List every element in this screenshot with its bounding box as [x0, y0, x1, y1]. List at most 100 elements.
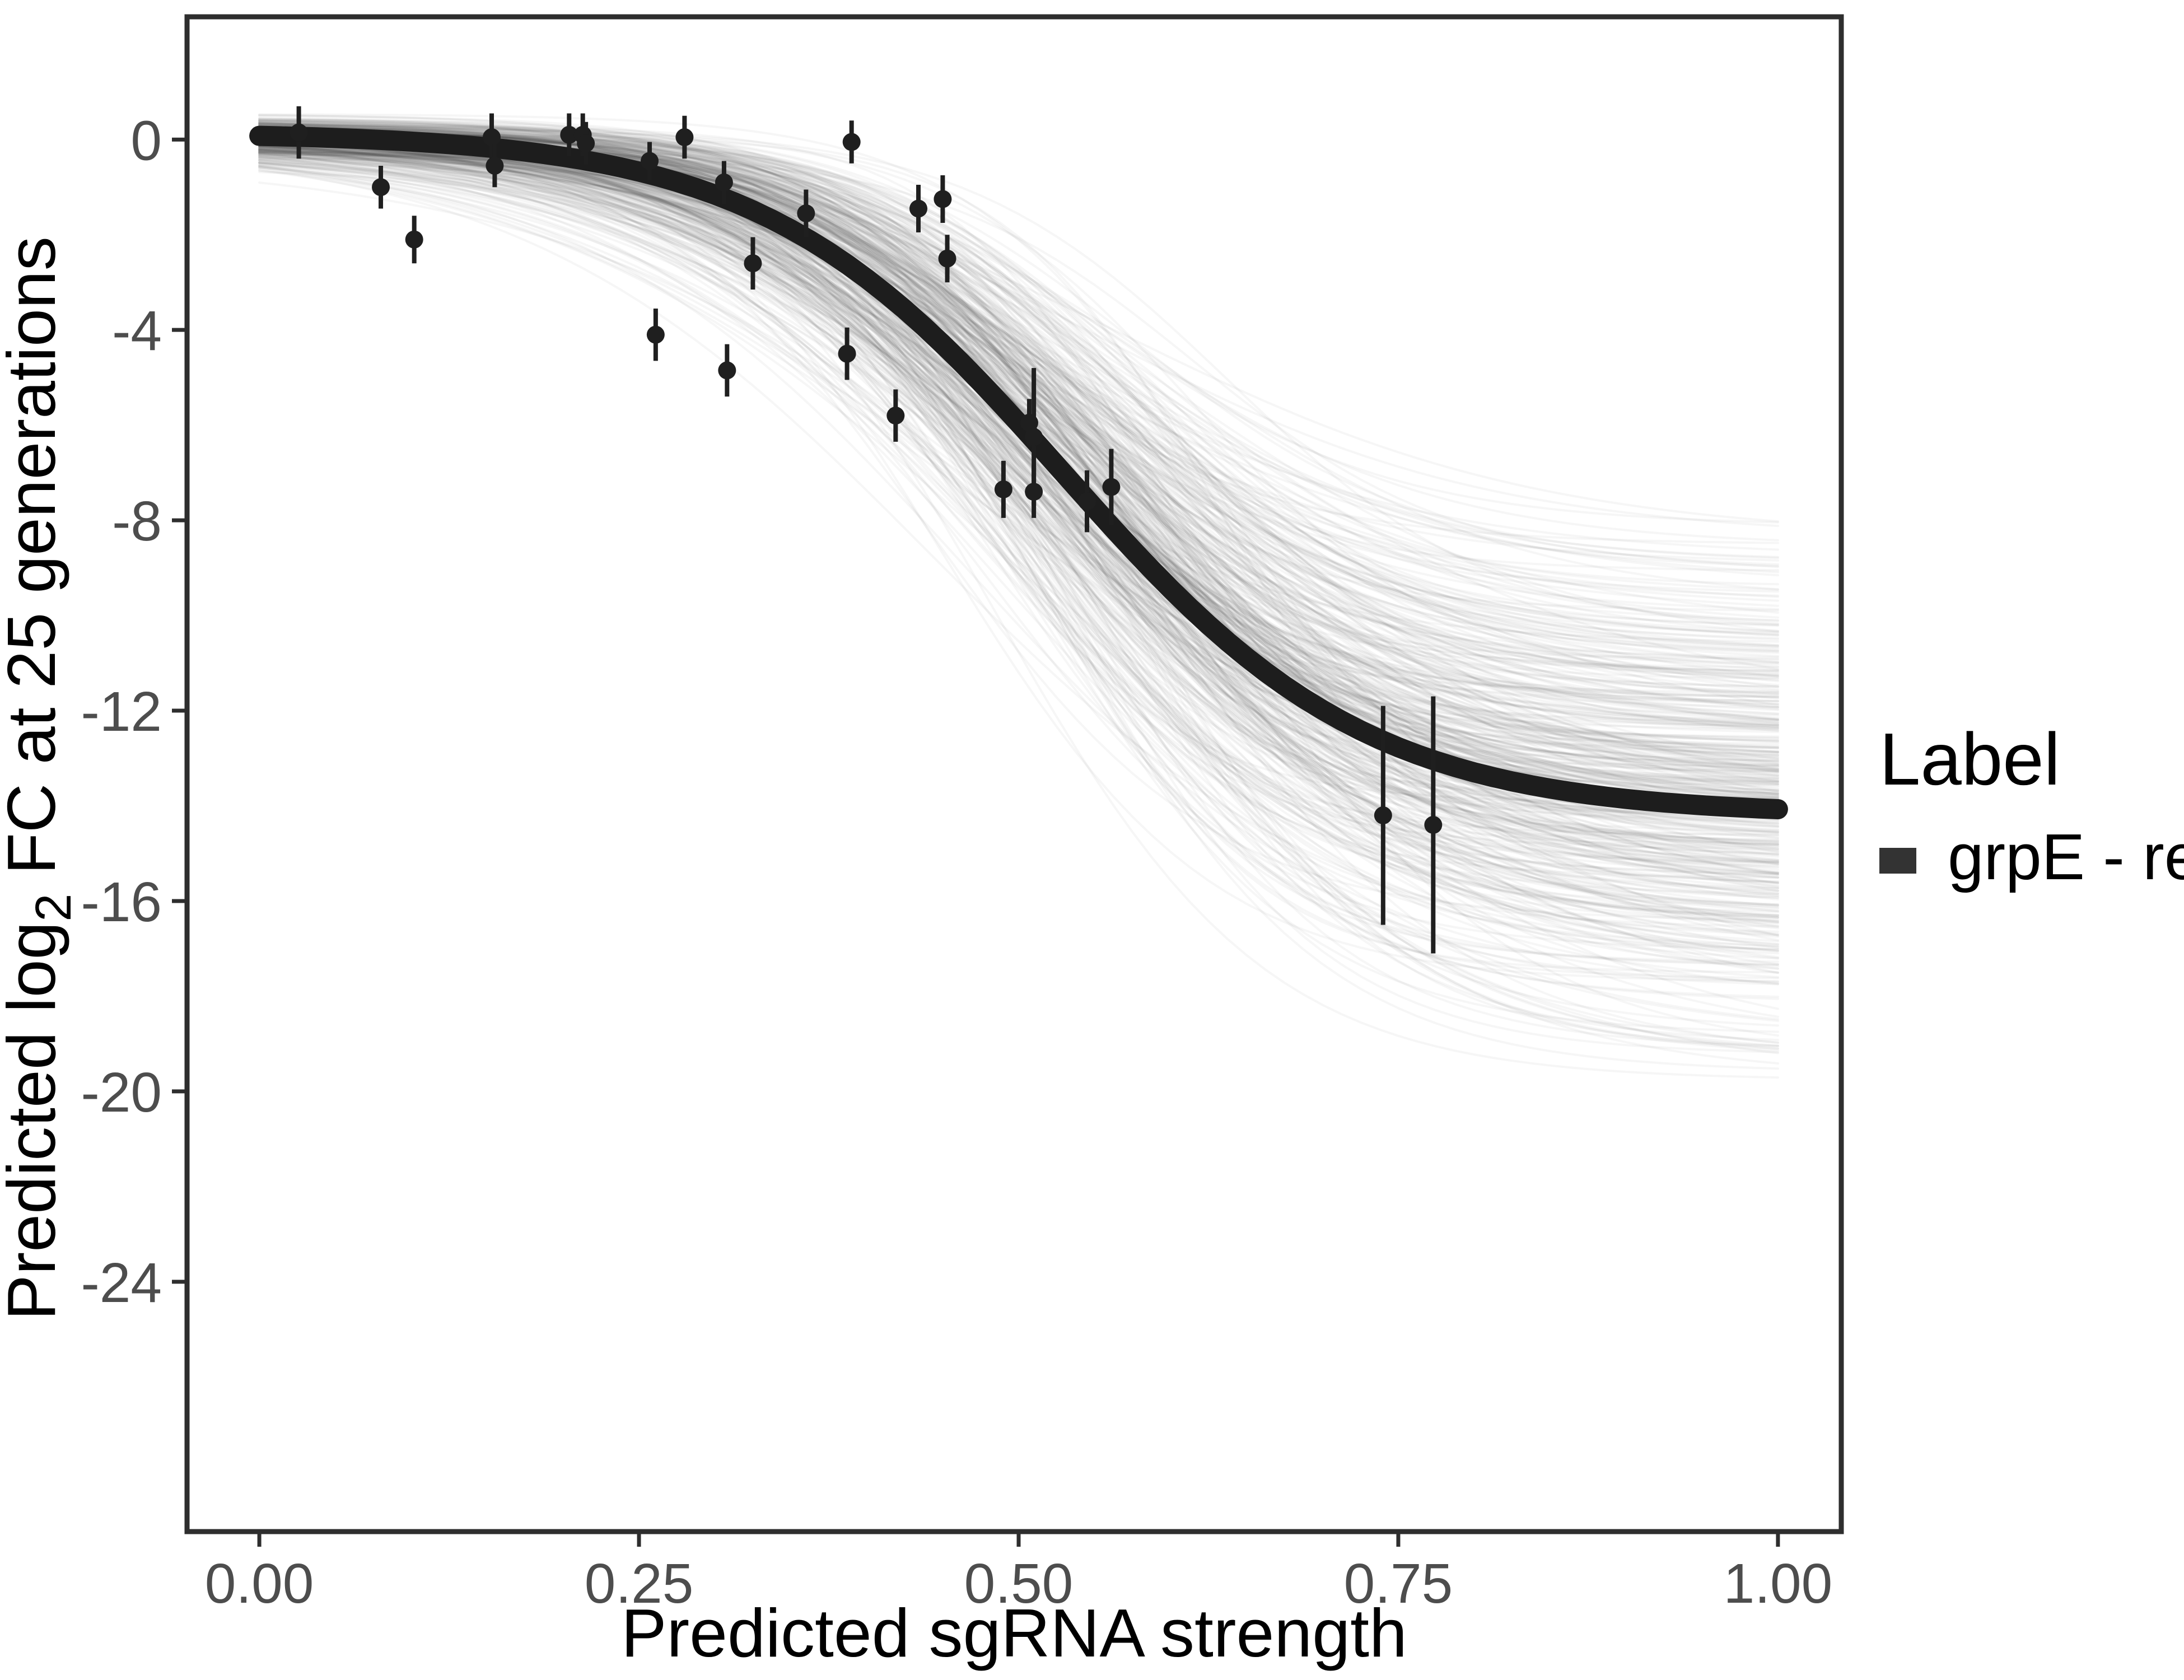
- posterior-draw-curve: [258, 158, 1779, 812]
- posterior-draw-curve: [258, 120, 1779, 895]
- posterior-draw-curve: [258, 124, 1779, 773]
- posterior-draw-curve: [258, 134, 1779, 865]
- data-point: [646, 325, 665, 344]
- data-point: [1102, 478, 1121, 496]
- y-tick-label: -4: [112, 300, 162, 362]
- posterior-draw-curve: [258, 127, 1779, 825]
- posterior-draw-curve: [258, 136, 1779, 853]
- posterior-draw-curve: [258, 120, 1779, 753]
- posterior-draw-curve: [258, 157, 1779, 1020]
- posterior-draw-curve: [258, 125, 1779, 797]
- posterior-draw-curve: [258, 125, 1779, 782]
- posterior-draw-curve: [258, 132, 1779, 947]
- posterior-draw-curve: [258, 123, 1779, 1037]
- posterior-draw-curve: [258, 147, 1779, 834]
- posterior-draw-curve: [258, 149, 1779, 729]
- posterior-draw-curve: [258, 135, 1779, 970]
- posterior-draw-curve: [258, 127, 1779, 696]
- data-point: [1025, 483, 1043, 501]
- posterior-draw-curve: [258, 123, 1779, 836]
- posterior-draw-curve: [258, 127, 1779, 612]
- posterior-draw-curve: [258, 141, 1779, 869]
- data-point: [560, 125, 578, 144]
- posterior-draw-curve: [258, 140, 1779, 749]
- y-axis-title-post: FC at 25 generations: [0, 236, 69, 893]
- posterior-draw-curve: [258, 142, 1779, 785]
- data-point: [744, 254, 762, 273]
- x-tick-label: 0.75: [1344, 1552, 1453, 1615]
- posterior-draw-curve: [258, 153, 1779, 824]
- posterior-draw-curve: [258, 147, 1779, 755]
- posterior-draw-curve: [258, 124, 1779, 772]
- posterior-draw-curve: [258, 148, 1779, 949]
- posterior-draw-curve: [258, 124, 1779, 593]
- y-axis-title-pre: Predicted log: [0, 922, 69, 1320]
- posterior-draw-curve: [258, 120, 1779, 850]
- posterior-draw-curve: [258, 151, 1779, 703]
- posterior-draw-curve: [258, 149, 1779, 664]
- posterior-draw-curve: [258, 166, 1779, 887]
- posterior-draw-curve: [258, 154, 1779, 918]
- posterior-draw-curve: [258, 141, 1779, 721]
- posterior-draw-curve: [258, 161, 1779, 677]
- posterior-draw-curve: [258, 150, 1779, 913]
- posterior-draw-curve: [258, 138, 1779, 879]
- data-point: [715, 173, 733, 192]
- posterior-draw-curve: [258, 139, 1779, 822]
- data-point: [641, 152, 659, 170]
- y-axis-ticks: 0 -4 -8 -12 -16 -20 -24: [81, 109, 187, 1314]
- posterior-draw-curve: [258, 119, 1779, 773]
- posterior-draw-curve: [258, 143, 1779, 892]
- posterior-draw-curve: [258, 152, 1779, 771]
- posterior-draw-curve: [258, 124, 1779, 782]
- posterior-draw-curve: [258, 127, 1779, 767]
- posterior-draw-curve: [258, 141, 1779, 960]
- posterior-draw-curve: [258, 153, 1779, 558]
- posterior-draw-curve: [258, 143, 1779, 946]
- posterior-draw-curve: [258, 165, 1779, 984]
- posterior-draw-curve: [258, 123, 1779, 837]
- posterior-draw-curve: [258, 132, 1779, 673]
- posterior-draw-curve: [258, 119, 1779, 669]
- data-point: [1025, 428, 1043, 446]
- posterior-draw-curve: [258, 119, 1779, 739]
- posterior-draw-curve: [258, 128, 1779, 794]
- posterior-draw-curve: [258, 128, 1779, 808]
- posterior-draw-curve: [258, 146, 1779, 707]
- posterior-draw-curve: [258, 147, 1779, 876]
- posterior-draw-curve: [258, 154, 1779, 807]
- posterior-draw-curve: [258, 118, 1779, 805]
- data-point: [838, 344, 856, 363]
- posterior-draw-curve: [258, 146, 1779, 864]
- posterior-draw-curve: [258, 167, 1779, 953]
- posterior-draw-curve: [258, 122, 1779, 625]
- posterior-draw-curve: [258, 127, 1779, 875]
- posterior-draw-curve: [258, 162, 1779, 828]
- posterior-draw-curve: [258, 141, 1779, 909]
- x-tick-label: 0.00: [205, 1552, 314, 1615]
- posterior-draw-curve: [258, 114, 1779, 567]
- posterior-draw-curve: [258, 122, 1779, 754]
- posterior-draw-curve: [258, 134, 1779, 773]
- posterior-draw-curve: [258, 150, 1779, 727]
- posterior-draw-curve: [258, 164, 1779, 770]
- legend: Label grpE - ref: [1879, 718, 2184, 893]
- posterior-draw-curve: [258, 117, 1779, 524]
- posterior-draw-curve: [258, 157, 1779, 827]
- y-tick-label: -24: [81, 1252, 162, 1314]
- posterior-draw-curve: [258, 113, 1779, 863]
- y-tick-label: -16: [81, 871, 162, 934]
- legend-key-line-swatch: [1879, 848, 1916, 874]
- posterior-draw-curve: [258, 151, 1779, 1022]
- posterior-draw-curve: [258, 157, 1779, 762]
- posterior-draw-curve: [258, 128, 1779, 762]
- posterior-draw-curve: [258, 141, 1779, 1027]
- panel-border: [184, 14, 1844, 1534]
- posterior-draw-curve: [258, 148, 1779, 937]
- x-axis-ticks: 0.00 0.25 0.50 0.75 1.00: [205, 1532, 1832, 1615]
- posterior-draw-curve: [258, 144, 1779, 708]
- data-point: [482, 128, 501, 147]
- data-point: [675, 128, 694, 147]
